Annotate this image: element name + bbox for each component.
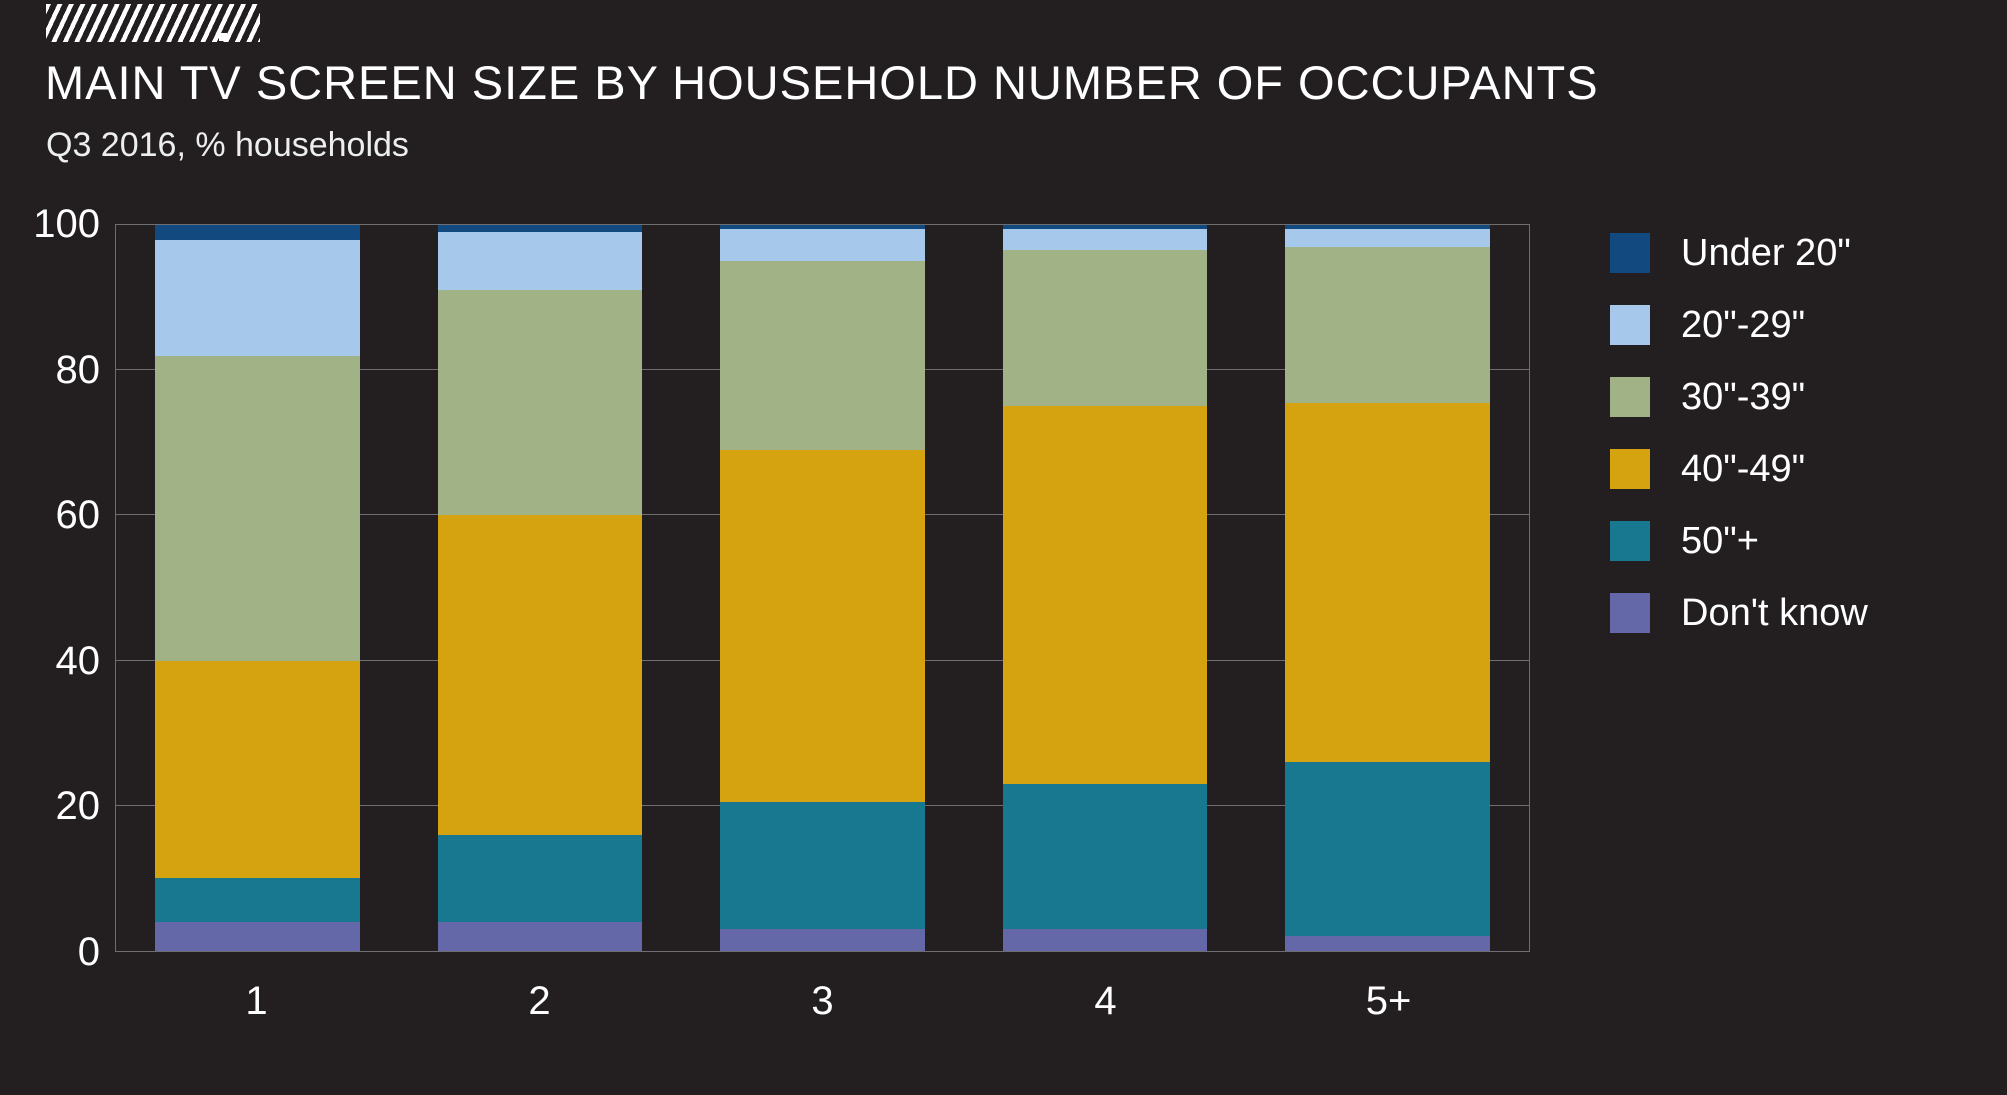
bar-segment — [1285, 225, 1491, 229]
legend-item: Under 20" — [1610, 231, 1868, 274]
legend-swatch — [1610, 305, 1650, 345]
legend-item: 30"-39" — [1610, 375, 1868, 418]
legend-label: 30"-39" — [1681, 375, 1806, 418]
y-tick-label: 100 — [33, 202, 100, 246]
legend-item: Don't know — [1610, 591, 1868, 634]
x-tick-label: 2 — [528, 979, 551, 1023]
y-tick-label: 60 — [55, 493, 101, 538]
bar-segment — [720, 450, 925, 803]
bar-segment — [437, 225, 643, 233]
bar-segment — [1285, 246, 1491, 403]
bar-segment — [154, 355, 360, 661]
chart-subtitle: Q3 2016, % households — [46, 126, 409, 164]
bar-segment — [720, 225, 925, 229]
bar-segment — [437, 232, 643, 291]
bar-segment — [720, 802, 925, 930]
bar-segment — [720, 929, 925, 951]
bar-segment — [154, 225, 360, 240]
diagonal-stripes-logo — [46, 4, 260, 42]
stacked-bar-3 — [720, 225, 925, 951]
legend-swatch — [1610, 521, 1650, 561]
y-tick-label: 0 — [77, 930, 100, 974]
bar-segment — [154, 660, 360, 879]
x-axis: 1 2 3 4 5+ — [115, 975, 1530, 1035]
legend-label: Don't know — [1681, 591, 1868, 634]
legend-item: 40"-49" — [1610, 447, 1868, 490]
bar-segment — [154, 239, 360, 356]
bar-segment — [1285, 936, 1491, 951]
plot-area — [115, 224, 1530, 952]
y-tick-label: 40 — [55, 638, 101, 683]
bar-segment — [1002, 929, 1208, 951]
bar-segment — [154, 878, 360, 922]
y-tick-label: 20 — [55, 784, 101, 829]
bar-segment — [1285, 228, 1491, 247]
bar-segment — [1285, 762, 1491, 937]
bar-segment — [437, 921, 643, 951]
x-tick-label: 5+ — [1365, 979, 1412, 1023]
bar-segment — [154, 921, 360, 951]
legend-item: 50"+ — [1610, 519, 1868, 562]
x-tick-label: 4 — [1094, 979, 1117, 1023]
bar-segment — [1002, 406, 1208, 784]
legend-label: 20"-29" — [1681, 303, 1806, 346]
stacked-bar-4 — [1002, 225, 1208, 951]
bar-segment — [437, 290, 643, 516]
y-tick-label: 80 — [55, 347, 101, 392]
legend-swatch — [1610, 233, 1650, 273]
bar-segment — [720, 261, 925, 451]
y-axis: 0 20 40 60 80 100 — [0, 202, 101, 974]
stacked-bar-1 — [154, 225, 360, 951]
bar-segment — [720, 228, 925, 262]
legend-label: 40"-49" — [1681, 447, 1806, 490]
chart-title: MAIN TV SCREEN SIZE BY HOUSEHOLD NUMBER … — [45, 56, 1599, 109]
stacked-bar-5+ — [1285, 225, 1491, 951]
legend-item: 20"-29" — [1610, 303, 1868, 346]
legend-swatch — [1610, 593, 1650, 633]
legend: Under 20" 20"-29" 30"-39" 40"-49" 50"+ D… — [1610, 231, 1868, 665]
bar-segment — [1002, 228, 1208, 251]
bar-segment — [1002, 225, 1208, 229]
x-tick-label: 1 — [245, 979, 268, 1023]
legend-swatch — [1610, 449, 1650, 489]
bar-segment — [437, 515, 643, 835]
legend-label: Under 20" — [1681, 231, 1851, 274]
bar-segment — [1002, 250, 1208, 407]
bar-segment — [1002, 783, 1208, 930]
bar-segment — [437, 834, 643, 922]
logo-dot — [219, 33, 227, 41]
legend-swatch — [1610, 377, 1650, 417]
stacked-bar-2 — [437, 225, 643, 951]
x-tick-label: 3 — [811, 979, 834, 1023]
legend-label: 50"+ — [1681, 519, 1759, 562]
bar-segment — [1285, 402, 1491, 763]
